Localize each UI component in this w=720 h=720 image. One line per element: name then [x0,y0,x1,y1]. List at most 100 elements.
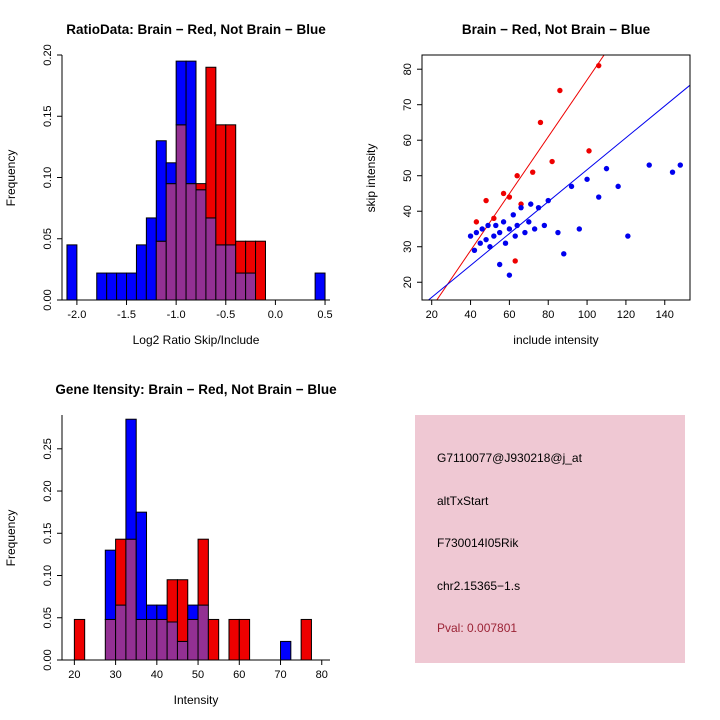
y-tick-label: 0.05 [42,607,54,628]
y-tick-label: 0.05 [42,228,54,249]
ratio-ylabel: Frequency [4,150,18,207]
info-line-1: G7110077@J930218@j_at [437,451,582,465]
data-point [506,272,513,278]
hist-bar-overlap [235,272,247,301]
hist-bar-red [205,66,217,219]
hist-bar-red [235,240,247,274]
hist-bar-blue [146,604,158,620]
y-tick-label: 60 [402,134,414,146]
ratio-histogram-quadrant: -2.0 -1.5 -1.0 -0.5 0.0 0.5 0.00 0.05 0.10 0.15 0.… [0,0,360,360]
hist-bar-overlap [156,618,168,661]
hist-bar-blue [145,217,157,301]
data-point [471,247,478,253]
data-point [522,229,528,236]
y-tick-label: 0.10 [42,167,54,188]
data-point [557,87,563,94]
hist-bar-overlap [104,618,117,661]
hist-bar-blue [280,640,292,661]
data-point [529,169,536,175]
hist-bar-blue [125,418,137,540]
x-tick-label: 40 [464,309,476,321]
data-point [584,176,590,182]
intensity-scatter-chart: 20 40 60 80 100 120 140 20 30 40 50 60 70 80 Brain − … [364,22,691,347]
data-point [491,233,497,239]
x-tick-label: 80 [316,669,328,681]
ratio-plot-area: -2.0 -1.5 -1.0 -0.5 0.0 0.5 0.00 0.05 0.10 0.15 0.… [42,44,333,321]
data-point [561,251,567,257]
x-tick-label: 60 [233,669,245,681]
x-tick-label: 80 [542,309,554,321]
x-tick-label: 20 [426,309,438,321]
data-point [510,212,516,218]
hist-bar-blue [185,60,197,185]
data-point [615,183,621,190]
data-point [483,236,489,243]
x-tick-label: -0.5 [216,309,235,321]
data-point [479,226,485,232]
x-tick-label: 140 [656,309,674,321]
x-tick-label: 120 [617,309,635,321]
data-point [496,261,503,268]
info-line-3: F730014I05Rik [437,536,519,550]
data-point [555,229,561,236]
hist-bar-red [207,618,220,661]
x-tick-label: 0.0 [268,309,283,321]
y-tick-label: 40 [402,205,414,217]
data-point [473,229,480,236]
scatter-quadrant: 20 40 60 80 100 120 140 20 30 40 50 60 70 80 Brain − … [360,0,720,360]
gene-title: Gene Itensity: Brain − Red, Not Brain − … [55,382,337,397]
hist-bar-overlap [135,618,148,661]
hist-bar-red [215,124,227,246]
y-tick-label: 0.25 [42,438,54,459]
data-point [506,226,513,232]
data-point [477,240,483,246]
data-point [473,219,480,225]
y-tick-label: 0.00 [42,289,54,310]
data-point [500,190,507,197]
x-tick-label: 20 [68,669,80,681]
hist-bar-overlap [245,272,257,301]
data-point [512,233,518,239]
data-point [500,219,507,225]
regression-lines [427,55,690,300]
regression-line [427,84,690,300]
hist-bar-blue [165,162,177,185]
hist-bar-overlap [185,183,197,301]
data-point [528,201,534,207]
data-point [677,162,683,168]
hist-bar-red [195,183,207,191]
y-tick-label: 0.15 [42,523,54,544]
gene-intensity-chart: 20 30 40 50 60 70 80 0.00 0.05 0.10 0.15 0.20 0.25 G… [4,382,337,707]
hist-bar-blue [314,272,326,301]
data-point [467,233,474,239]
hist-bar-blue [116,272,128,301]
y-tick-label: 0.00 [42,649,54,670]
data-point [535,204,542,211]
data-point [596,62,602,69]
hist-bar-blue [175,60,187,126]
hist-bar-blue [155,140,167,242]
y-tick-label: 20 [402,276,414,288]
hist-bar-overlap [166,621,178,661]
plot-box [421,54,691,301]
y-tick-label: 0.10 [42,565,54,586]
hist-bar-red [197,538,209,606]
data-point [506,194,513,200]
hist-bar-blue [135,511,148,620]
data-point [485,222,491,229]
hist-bar-red [228,618,240,661]
hist-bar-blue [66,244,78,301]
x-tick-label: -1.0 [167,309,186,321]
gene-xlabel: Intensity [174,693,219,707]
data-point [514,173,520,179]
x-tick-label: 100 [578,309,596,321]
hist-bar-overlap [146,618,158,661]
gene-ylabel: Frequency [4,510,18,567]
x-tick-label: 30 [109,669,121,681]
hist-bar-red [238,618,251,661]
info-line-5: Pval: 0.007801 [437,621,518,635]
hist-bar-blue [135,244,147,301]
y-tick-label: 50 [402,170,414,182]
y-tick-label: 80 [402,63,414,75]
